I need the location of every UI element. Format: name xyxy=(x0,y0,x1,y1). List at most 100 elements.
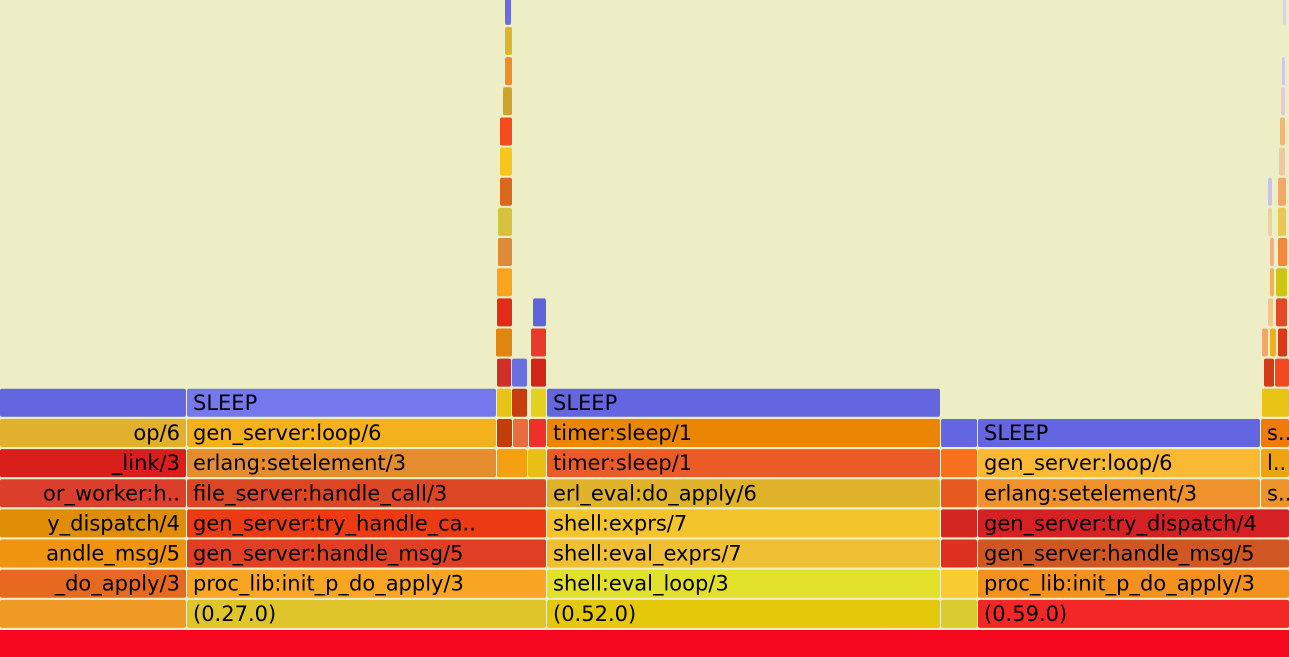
flame-frame-rect xyxy=(187,388,496,417)
flame-frame[interactable] xyxy=(1279,147,1285,176)
flame-frame[interactable] xyxy=(1270,328,1276,357)
flame-frame-rect xyxy=(941,418,977,447)
flame-frame[interactable] xyxy=(505,57,512,86)
flame-frame[interactable] xyxy=(1278,177,1286,206)
flame-frame[interactable] xyxy=(1268,298,1273,327)
flame-frame[interactable] xyxy=(531,328,546,357)
flame-frame[interactable] xyxy=(1262,388,1289,417)
flame-frame[interactable] xyxy=(1268,207,1272,236)
flame-frame[interactable] xyxy=(531,388,546,417)
flame-frame[interactable] xyxy=(497,298,512,327)
flame-frame-rect xyxy=(1268,298,1273,327)
flame-frame[interactable]: l.. xyxy=(1261,449,1289,478)
flame-frame[interactable] xyxy=(1278,328,1287,357)
flame-frame[interactable] xyxy=(1270,238,1274,267)
flame-frame[interactable] xyxy=(505,27,512,55)
flame-frame[interactable]: erlang:setelement/3 xyxy=(187,449,496,478)
flame-frame[interactable]: SLEEP xyxy=(187,388,496,417)
flame-frame[interactable] xyxy=(513,418,528,447)
flame-frame[interactable] xyxy=(498,207,512,236)
flame-frame-rect xyxy=(978,599,1289,628)
flame-frame[interactable] xyxy=(941,449,977,478)
flame-frame-rect xyxy=(0,388,186,417)
flame-frame-rect xyxy=(187,479,546,508)
flame-frame[interactable] xyxy=(1264,358,1274,387)
flame-frame[interactable]: (0.59.0) xyxy=(978,599,1289,628)
flame-frame[interactable]: SLEEP xyxy=(978,418,1260,447)
flame-frame[interactable]: _do_apply/3 xyxy=(0,569,186,598)
flame-frame[interactable] xyxy=(941,539,977,568)
flame-frame[interactable]: gen_server:try_handle_ca.. xyxy=(187,509,546,538)
flame-frame[interactable] xyxy=(941,599,977,628)
flame-frame[interactable]: y_dispatch/4 xyxy=(0,509,186,538)
flame-frame[interactable]: gen_server:loop/6 xyxy=(187,418,496,447)
flame-frame[interactable]: gen_server:try_dispatch/4 xyxy=(978,509,1289,538)
flame-frame[interactable]: s.. xyxy=(1261,418,1289,447)
flame-frame[interactable]: shell:eval_exprs/7 xyxy=(547,539,940,568)
flame-frame[interactable] xyxy=(529,418,546,447)
flame-frame[interactable]: gen_server:handle_msg/5 xyxy=(187,539,546,568)
flame-frame[interactable] xyxy=(0,388,186,417)
flame-frame[interactable] xyxy=(497,358,511,387)
flame-frame[interactable]: file_server:handle_call/3 xyxy=(187,479,546,508)
flame-frame[interactable] xyxy=(505,0,511,25)
flame-frame[interactable] xyxy=(1278,207,1286,236)
flame-frame[interactable] xyxy=(0,630,1289,657)
flame-frame[interactable] xyxy=(497,388,511,417)
flame-frame[interactable] xyxy=(500,147,512,176)
flame-frame[interactable] xyxy=(1280,117,1285,146)
flame-frame-rect xyxy=(547,449,940,478)
flame-frame[interactable] xyxy=(1276,268,1287,297)
flame-frame[interactable]: shell:exprs/7 xyxy=(547,509,940,538)
flame-frame[interactable]: andle_msg/5 xyxy=(0,539,186,568)
flame-frame[interactable] xyxy=(497,449,527,478)
flame-frame[interactable] xyxy=(533,298,546,327)
flame-frame[interactable] xyxy=(0,599,186,628)
flame-frame[interactable] xyxy=(497,268,512,297)
flame-frame[interactable] xyxy=(941,479,977,508)
flame-frame[interactable] xyxy=(497,418,512,447)
flame-frame[interactable] xyxy=(512,358,527,387)
flame-frame[interactable]: timer:sleep/1 xyxy=(547,418,940,447)
flame-frame[interactable] xyxy=(1282,57,1285,86)
flame-frame[interactable] xyxy=(498,238,512,267)
flame-frame[interactable]: gen_server:loop/6 xyxy=(978,449,1260,478)
flame-frame-label: (0.52.0) xyxy=(553,602,636,626)
flame-frame[interactable] xyxy=(1283,0,1286,25)
flame-frame[interactable]: SLEEP xyxy=(547,388,940,417)
flame-frame[interactable]: shell:eval_loop/3 xyxy=(547,569,940,598)
flame-frame[interactable] xyxy=(1278,238,1287,267)
flame-frame[interactable]: (0.27.0) xyxy=(187,599,546,628)
flame-frame[interactable]: or_worker:h.. xyxy=(0,479,186,508)
flame-frame[interactable] xyxy=(1276,298,1287,327)
flame-frame[interactable] xyxy=(1281,87,1285,116)
flame-frame[interactable]: timer:sleep/1 xyxy=(547,449,940,478)
flame-frame[interactable] xyxy=(1275,358,1289,387)
flame-frame[interactable]: proc_lib:init_p_do_apply/3 xyxy=(187,569,546,598)
flame-frame[interactable] xyxy=(1262,328,1268,357)
flame-frame[interactable]: _link/3 xyxy=(0,449,186,478)
flame-frame[interactable] xyxy=(528,449,546,478)
flame-frame[interactable] xyxy=(941,569,977,598)
flame-frame[interactable]: erl_eval:do_apply/6 xyxy=(547,479,940,508)
flame-frame[interactable] xyxy=(512,388,527,417)
flame-frame-label: erl_eval:do_apply/6 xyxy=(553,481,757,506)
flame-frame[interactable]: (0.52.0) xyxy=(547,599,940,628)
flame-frame[interactable] xyxy=(941,418,977,447)
flame-frame[interactable] xyxy=(531,358,546,387)
flame-frame[interactable]: gen_server:handle_msg/5 xyxy=(978,539,1289,568)
flame-frame[interactable] xyxy=(1268,177,1272,206)
flame-frame-label: erlang:setelement/3 xyxy=(193,451,406,475)
flame-frame[interactable]: proc_lib:init_p_do_apply/3 xyxy=(978,569,1289,598)
flame-frame[interactable]: s.. xyxy=(1261,479,1289,508)
flame-frame[interactable] xyxy=(496,328,512,357)
flame-frame[interactable] xyxy=(503,87,512,116)
flame-frame[interactable]: op/6 xyxy=(0,418,186,447)
flame-frame-rect xyxy=(0,449,186,478)
flame-frame[interactable]: erlang:setelement/3 xyxy=(978,479,1260,508)
flame-frame[interactable] xyxy=(1270,268,1274,297)
flame-frame-rect xyxy=(1270,268,1274,297)
flame-frame[interactable] xyxy=(941,509,977,538)
flame-frame[interactable] xyxy=(500,177,512,206)
flame-frame[interactable] xyxy=(500,117,512,146)
